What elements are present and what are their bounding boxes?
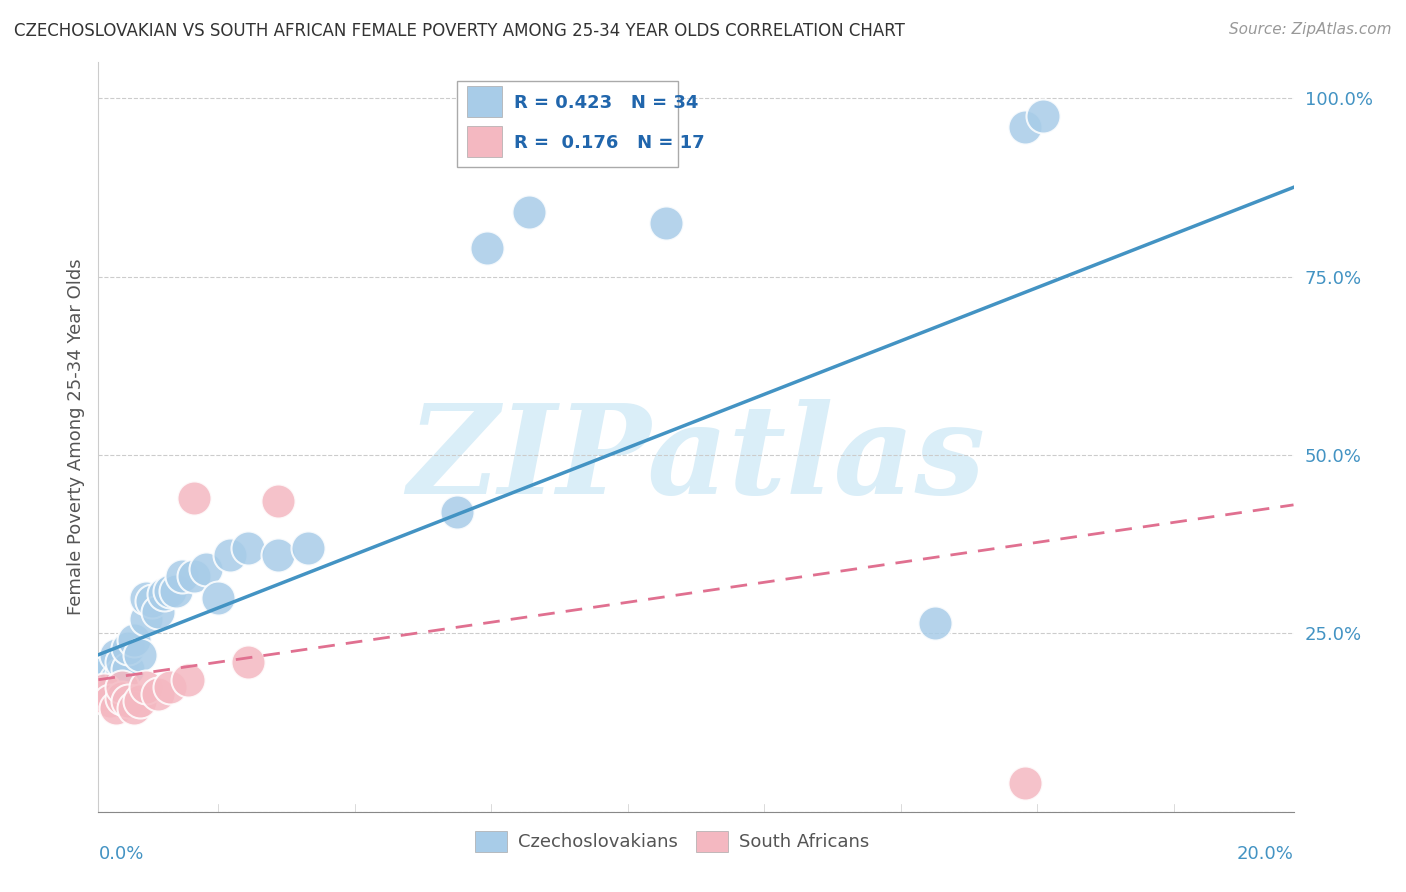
Text: 0.0%: 0.0% bbox=[98, 846, 143, 863]
Point bbox=[129, 694, 152, 708]
Point bbox=[297, 541, 319, 555]
Point bbox=[267, 494, 290, 508]
Point bbox=[111, 690, 134, 705]
Point bbox=[183, 491, 205, 505]
Point bbox=[98, 683, 122, 698]
Point bbox=[105, 701, 128, 715]
Point bbox=[207, 591, 229, 605]
Text: 20.0%: 20.0% bbox=[1237, 846, 1294, 863]
Point bbox=[177, 673, 200, 687]
Text: ZIPatlas: ZIPatlas bbox=[406, 399, 986, 520]
Text: R =  0.176   N = 17: R = 0.176 N = 17 bbox=[515, 134, 704, 153]
Point bbox=[141, 594, 163, 608]
Point bbox=[93, 680, 115, 694]
Point bbox=[117, 662, 139, 676]
Text: CZECHOSLOVAKIAN VS SOUTH AFRICAN FEMALE POVERTY AMONG 25-34 YEAR OLDS CORRELATIO: CZECHOSLOVAKIAN VS SOUTH AFRICAN FEMALE … bbox=[14, 22, 905, 40]
Point bbox=[117, 640, 139, 655]
Point bbox=[135, 680, 157, 694]
Legend: Czechoslovakians, South Africans: Czechoslovakians, South Africans bbox=[467, 823, 877, 859]
Point bbox=[1014, 776, 1036, 790]
Point bbox=[1032, 109, 1054, 123]
Point bbox=[195, 562, 218, 576]
Point bbox=[111, 655, 134, 669]
Point bbox=[111, 665, 134, 680]
Point bbox=[159, 583, 181, 598]
Point bbox=[105, 648, 128, 662]
Point bbox=[236, 541, 259, 555]
FancyBboxPatch shape bbox=[457, 81, 678, 168]
FancyBboxPatch shape bbox=[467, 86, 502, 118]
Point bbox=[148, 605, 170, 619]
Point bbox=[219, 548, 242, 562]
Point bbox=[124, 633, 146, 648]
Point bbox=[267, 548, 290, 562]
Point bbox=[1014, 120, 1036, 134]
Text: R = 0.423   N = 34: R = 0.423 N = 34 bbox=[515, 94, 699, 112]
Point bbox=[105, 673, 128, 687]
Text: Source: ZipAtlas.com: Source: ZipAtlas.com bbox=[1229, 22, 1392, 37]
Y-axis label: Female Poverty Among 25-34 Year Olds: Female Poverty Among 25-34 Year Olds bbox=[66, 259, 84, 615]
Point bbox=[135, 612, 157, 626]
Point bbox=[475, 241, 498, 255]
Point bbox=[98, 694, 122, 708]
Point bbox=[153, 587, 176, 601]
Point bbox=[165, 583, 187, 598]
Point bbox=[236, 655, 259, 669]
Point bbox=[183, 569, 205, 583]
Point bbox=[93, 687, 115, 701]
Point bbox=[924, 615, 946, 630]
Point bbox=[117, 694, 139, 708]
Point bbox=[172, 569, 194, 583]
Point bbox=[129, 648, 152, 662]
Point bbox=[655, 216, 678, 230]
Point bbox=[159, 680, 181, 694]
FancyBboxPatch shape bbox=[467, 126, 502, 157]
Point bbox=[93, 669, 115, 683]
Point bbox=[148, 687, 170, 701]
Point bbox=[446, 505, 468, 519]
Point bbox=[111, 680, 134, 694]
Point bbox=[517, 205, 540, 219]
Point bbox=[93, 683, 115, 698]
Point bbox=[98, 662, 122, 676]
Point bbox=[135, 591, 157, 605]
Point bbox=[124, 701, 146, 715]
